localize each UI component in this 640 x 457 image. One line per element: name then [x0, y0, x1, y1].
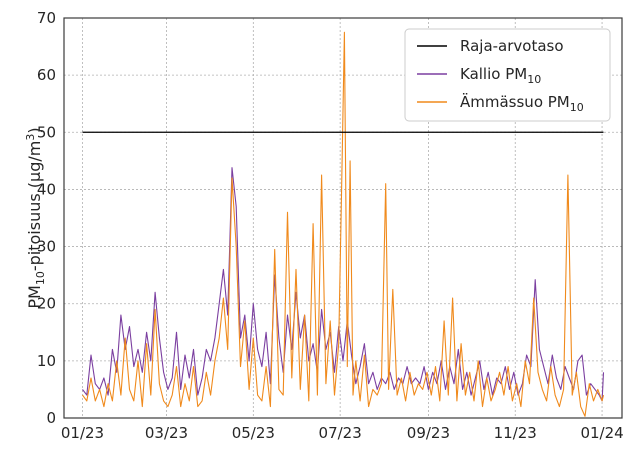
y-tick-label: 20 [37, 295, 56, 313]
plot-frame [63, 17, 623, 419]
y-tick-label: 70 [37, 9, 56, 27]
legend-box [404, 28, 611, 122]
series-kallio-line [82, 167, 605, 402]
y-tick-label: 10 [37, 352, 56, 370]
series-ammassuo-line [82, 31, 605, 417]
y-tick-label: 30 [37, 238, 56, 256]
y-tick-label: 50 [37, 123, 56, 141]
y-axis-label-subscript: 10 [34, 271, 47, 285]
x-tick-label: 01/23 [61, 424, 104, 442]
legend: Raja-arvotaso Kallio PM10 Ämmässuo PM10 [404, 28, 611, 122]
y-axis-label-main: PM [25, 285, 44, 308]
x-tick-label: 09/23 [407, 424, 450, 442]
y-axis-label: PM10-pitoisuus (µg/m3) [24, 127, 47, 308]
y-tick-label: 0 [46, 409, 56, 427]
y-tick-label: 60 [37, 66, 56, 84]
legend-label-kallio: Kallio PM10 [460, 65, 541, 86]
y-axis-label-close: ) [25, 127, 44, 133]
y-axis-label-rest: -pitoisuus (µg/m [25, 141, 44, 271]
y-tick-label: 40 [37, 180, 56, 198]
x-tick-labels: 01/23 03/23 05/23 07/23 09/23 11/23 01/24 [61, 424, 624, 442]
legend-label-ammassuo: Ämmässuo PM10 [460, 92, 584, 114]
x-tick-label: 11/23 [494, 424, 537, 442]
series-layer [82, 31, 605, 417]
x-tick-label: 03/23 [145, 424, 188, 442]
y-tick-labels: 0 10 20 30 40 50 60 70 [37, 9, 56, 427]
legend-label-limit: Raja-arvotaso [460, 37, 564, 55]
x-tick-label: 01/24 [580, 424, 623, 442]
x-tick-label: 05/23 [232, 424, 275, 442]
y-axis-label-superscript: 3 [24, 134, 37, 141]
x-tick-label: 07/23 [319, 424, 362, 442]
